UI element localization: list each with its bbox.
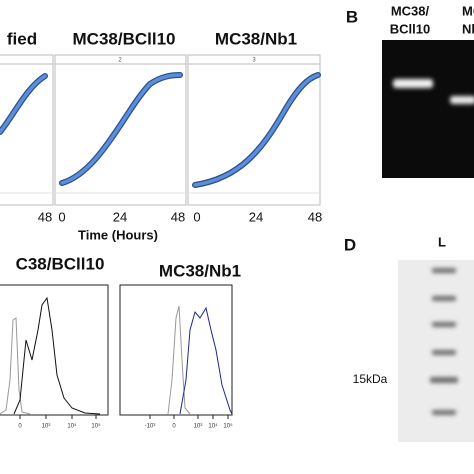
x-tick-label: 48 [171, 209, 185, 224]
x-tick-label: 10⁵ [223, 423, 233, 430]
lane-label: MC [462, 3, 474, 18]
lane-label: MC38/ [391, 3, 430, 18]
x-tick-label: 10⁴ [67, 423, 77, 430]
axis-ticks [19, 415, 229, 419]
x-tick-label: 10⁴ [208, 423, 218, 430]
lane-label: Nb [462, 21, 474, 36]
histogram-frame [119, 284, 233, 416]
ladder-bands [430, 268, 458, 415]
lane-label: BCll10 [390, 21, 430, 36]
x-tick-label: 48 [308, 209, 322, 224]
panel-number: 3 [252, 58, 256, 64]
x-tick-label: 24 [113, 209, 127, 224]
growth-frames [0, 54, 321, 206]
x-tick-label: 0 [58, 209, 65, 224]
panel-label: D [344, 235, 356, 254]
x-tick-label: 24 [249, 209, 263, 224]
x-axis-label: Time (Hours) [78, 227, 158, 242]
panel-title: MC38/Nb1 [159, 261, 241, 280]
histogram-frame [0, 284, 109, 416]
panel-title: MC38/BCll10 [73, 29, 176, 48]
x-tick-label: 10³ [42, 424, 51, 430]
gel-image [382, 40, 474, 178]
x-tick-label: 10⁵ [91, 423, 101, 430]
x-tick-label: -10³ [145, 424, 156, 430]
marker-label: 15kDa [353, 372, 388, 386]
x-tick-label: 0 [18, 424, 22, 430]
panel-number: 2 [118, 58, 122, 64]
panel-title: MC38/Nb1 [215, 29, 297, 48]
lane-label: L [438, 234, 446, 249]
panel-label: B [346, 7, 358, 26]
panel-title: C38/BCll10 [16, 254, 105, 273]
growth-curves [0, 72, 321, 188]
gel-band [450, 96, 474, 104]
x-tick-label: 0 [172, 424, 176, 430]
x-tick-label: 0 [193, 209, 200, 224]
x-tick-label: 10³ [194, 424, 203, 430]
gel-band [393, 79, 433, 88]
x-tick-label: 48 [38, 209, 52, 224]
panel-title: fied [7, 29, 37, 48]
histograms [0, 296, 233, 415]
